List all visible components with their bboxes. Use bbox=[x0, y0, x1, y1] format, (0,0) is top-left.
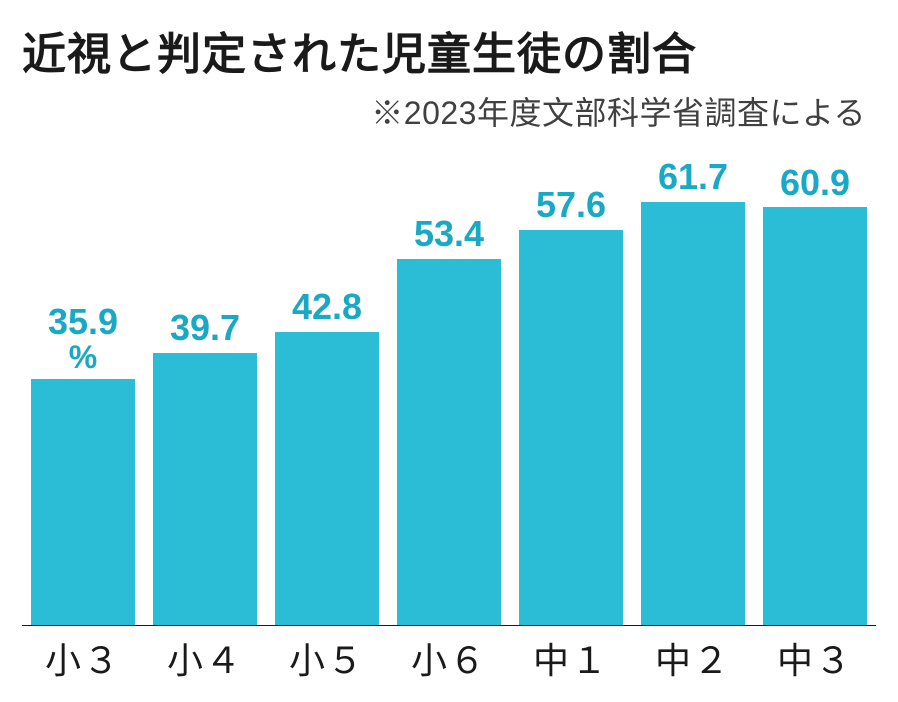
chart-area: 35.9%39.742.853.457.661.760.9 小３小４小５小６中１… bbox=[22, 146, 876, 676]
x-axis-label: 小５ bbox=[266, 632, 388, 684]
x-axis-label: 小３ bbox=[22, 632, 144, 684]
bar bbox=[153, 353, 257, 625]
x-axis-label: 中２ bbox=[632, 632, 754, 684]
bar-value-label: 42.8 bbox=[266, 288, 388, 326]
bar-group: 61.7 bbox=[632, 146, 754, 625]
x-axis-label: 小６ bbox=[388, 632, 510, 684]
bar-value-label: 60.9 bbox=[754, 164, 876, 202]
bar bbox=[397, 259, 501, 625]
bars-container: 35.9%39.742.853.457.661.760.9 bbox=[22, 146, 876, 626]
bar bbox=[31, 379, 135, 625]
bar-group: 35.9% bbox=[22, 146, 144, 625]
chart-subtitle: ※2023年度文部科学省調査による bbox=[22, 88, 866, 134]
bar-value-label: 53.4 bbox=[388, 215, 510, 253]
x-axis-label: 中１ bbox=[510, 632, 632, 684]
bar-value-label: 61.7 bbox=[632, 158, 754, 196]
x-axis-labels: 小３小４小５小６中１中２中３ bbox=[22, 632, 876, 684]
x-axis-label: 中３ bbox=[754, 632, 876, 684]
x-axis-label: 小４ bbox=[144, 632, 266, 684]
bar-group: 60.9 bbox=[754, 146, 876, 625]
bar-group: 39.7 bbox=[144, 146, 266, 625]
bar-value-label: 35.9% bbox=[22, 303, 144, 374]
bar bbox=[519, 230, 623, 625]
bar-group: 42.8 bbox=[266, 146, 388, 625]
bar bbox=[275, 332, 379, 625]
bar-group: 53.4 bbox=[388, 146, 510, 625]
bar-value-label: 57.6 bbox=[510, 186, 632, 224]
bar-value-label: 39.7 bbox=[144, 309, 266, 347]
bar bbox=[763, 207, 867, 625]
chart-title: 近視と判定された児童生徒の割合 bbox=[22, 18, 876, 82]
bar bbox=[641, 202, 745, 625]
bar-group: 57.6 bbox=[510, 146, 632, 625]
